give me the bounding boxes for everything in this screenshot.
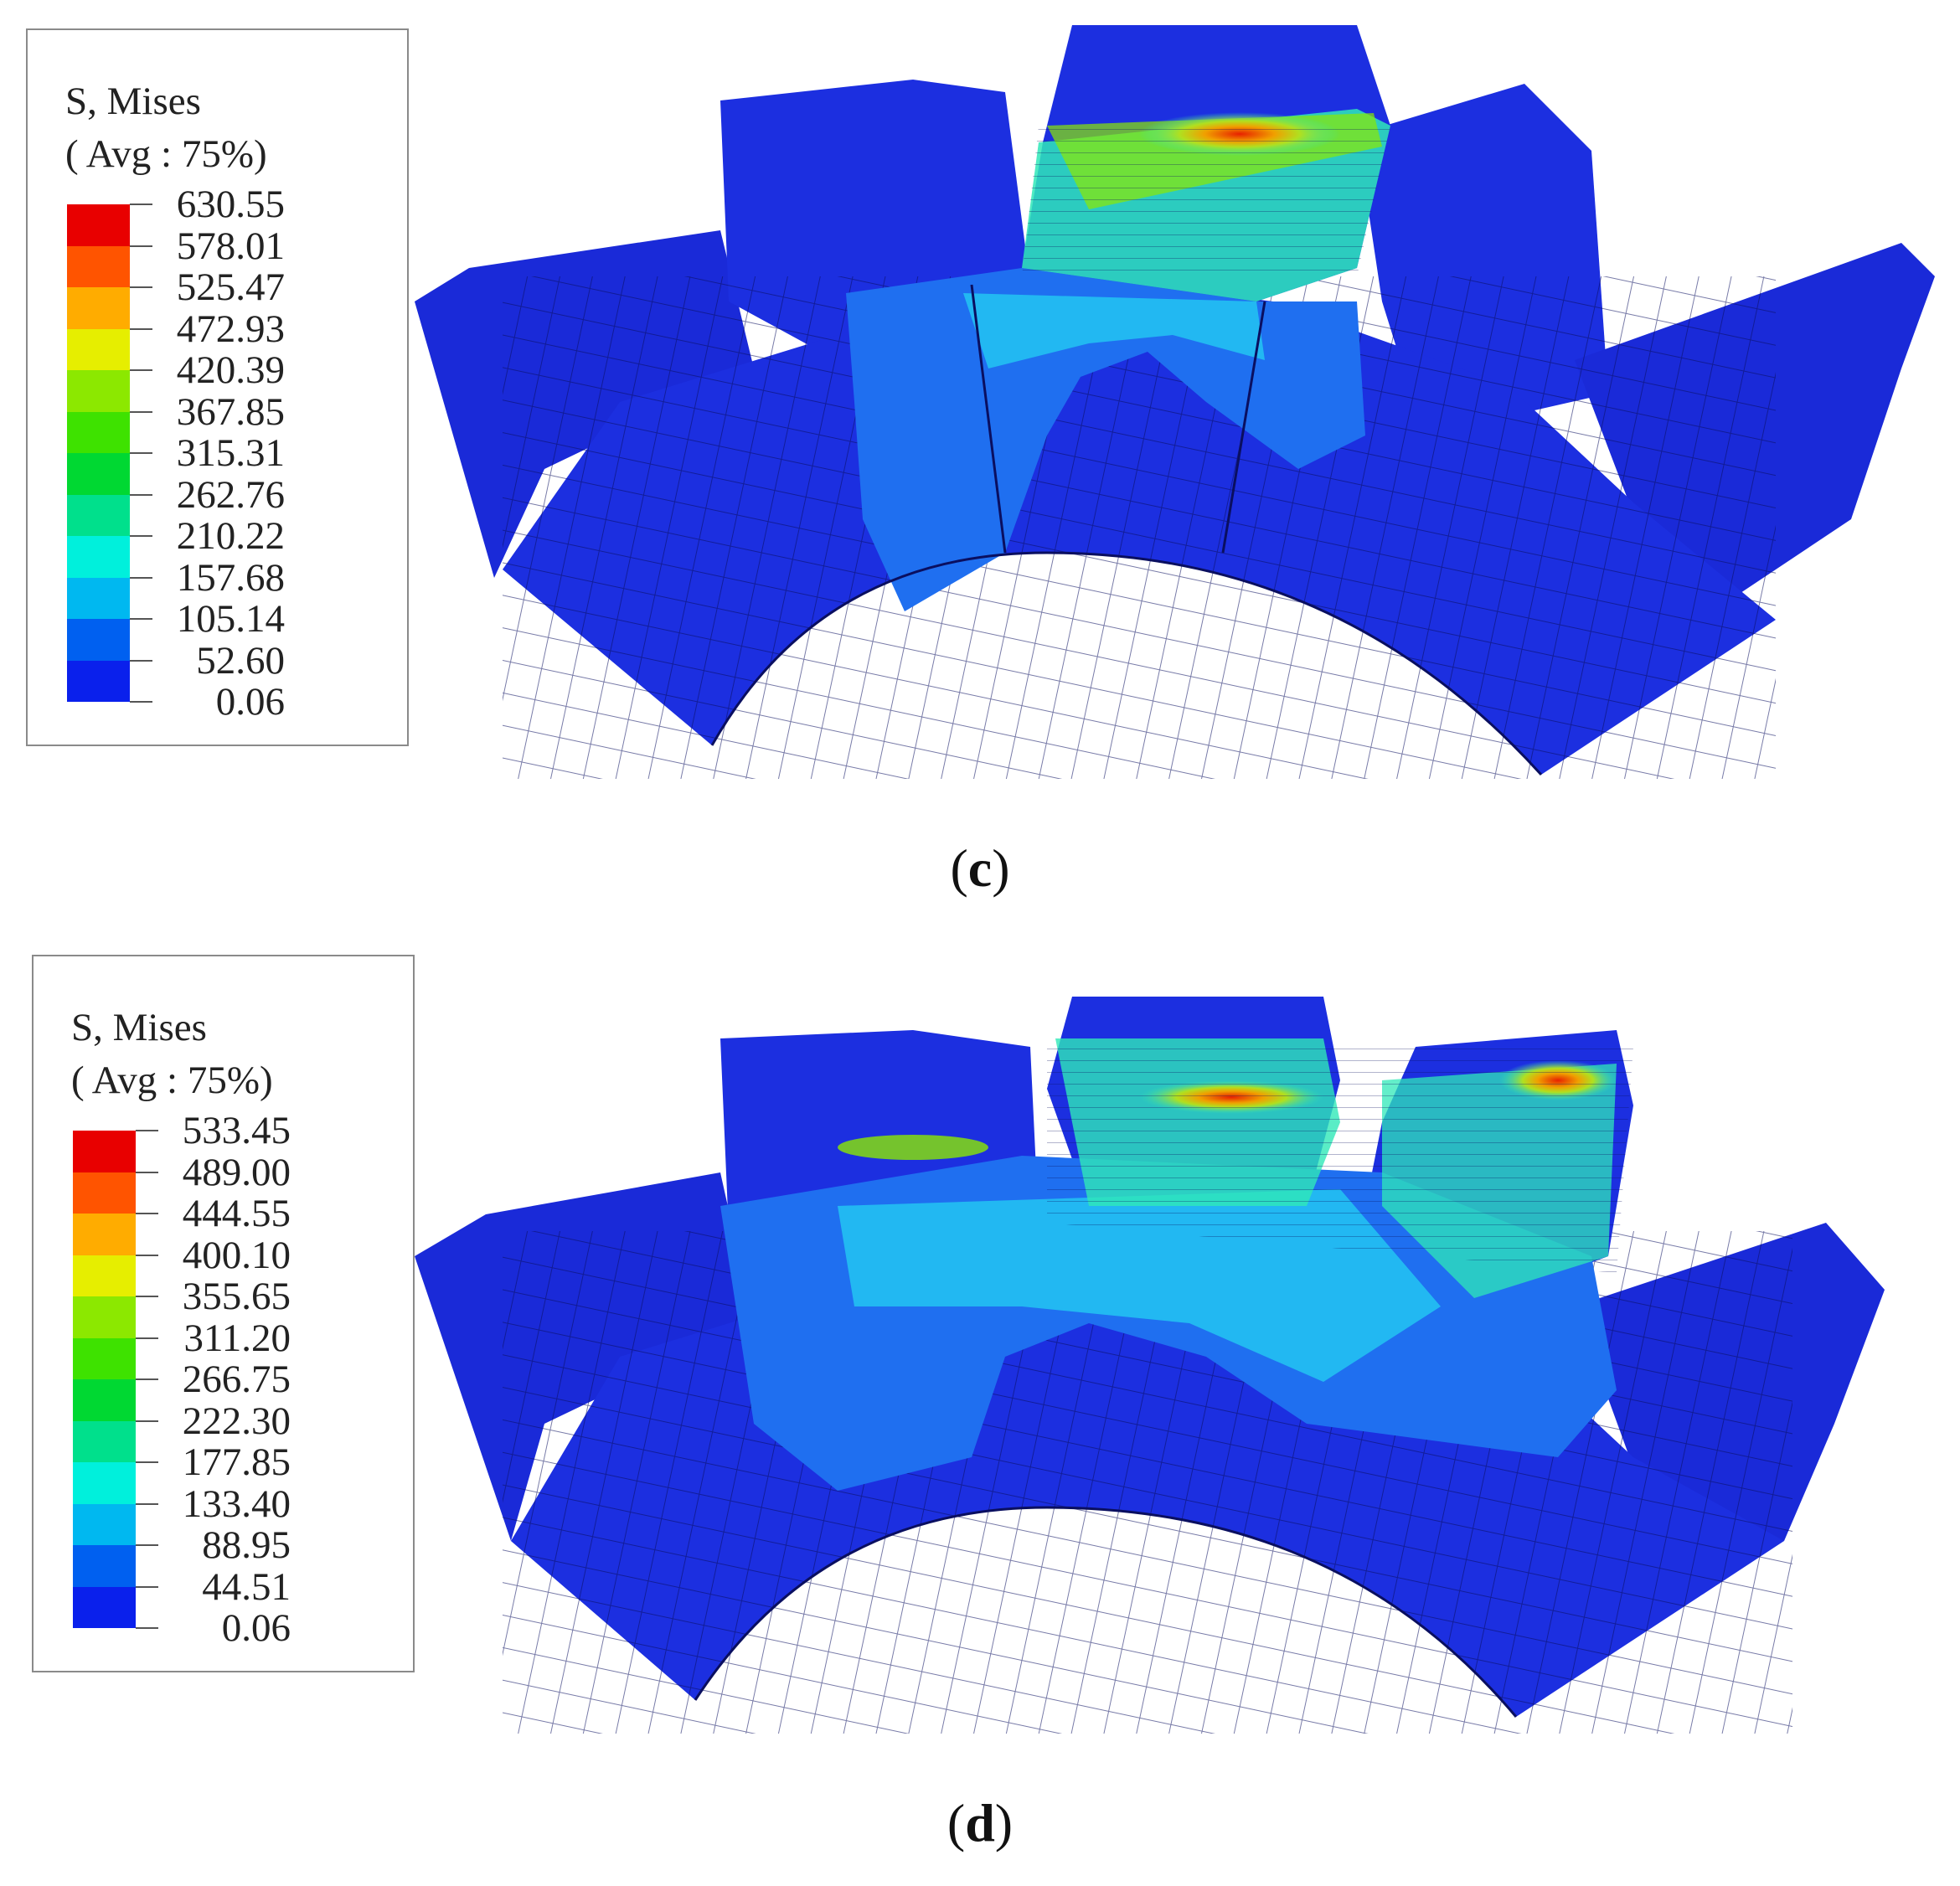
colorbar-swatch: [67, 411, 130, 453]
colorbar-tick-label: 525.47: [176, 265, 285, 309]
colorbar-tick: [130, 618, 152, 620]
colorbar-tick-label: 472.93: [176, 307, 285, 351]
colorbar-tick: [136, 1420, 158, 1422]
colorbar-swatch: [73, 1503, 136, 1545]
colorbar-tick: [130, 452, 152, 454]
colorbar-swatch: [67, 328, 130, 370]
colorbar-tick-label: 420.39: [176, 348, 285, 392]
colorbar-tick: [130, 410, 152, 413]
panel-caption: (d): [946, 1793, 1014, 1853]
colorbar-swatch: [73, 1255, 136, 1296]
colorbar-swatch: [73, 1131, 136, 1172]
colorbar: 630.55 578.01 525.47 472.93 420.39 367.85 315.…: [67, 185, 285, 722]
colorbar-tick: [130, 701, 152, 703]
colorbar-swatch: [67, 370, 130, 412]
colorbar-tick: [130, 493, 152, 496]
colorbar-tick: [136, 1378, 158, 1380]
colorbar-tick: [130, 204, 152, 205]
colorbar-swatch: [67, 245, 130, 287]
colorbar-swatch: [67, 494, 130, 536]
colorbar-tick-label: 44.51: [202, 1564, 291, 1609]
colorbar-tick: [136, 1171, 158, 1173]
colorbar-tick-label: 0.06: [215, 680, 285, 724]
legend-subtitle: ( Avg : 75%): [71, 1059, 273, 1102]
colorbar-tick-label: 157.68: [176, 555, 285, 600]
colorbar-tick-label: 105.14: [176, 597, 285, 641]
stress-region-mid: [963, 293, 1265, 368]
colorbar-tick-label: 311.20: [183, 1316, 291, 1360]
colorbar-swatch: [73, 1214, 136, 1255]
colorbar-tick-label: 52.60: [196, 638, 285, 683]
colorbar: 533.45 489.00 444.55 400.10 355.65 311.20 266.…: [73, 1111, 291, 1648]
colorbar-swatch: [73, 1545, 136, 1587]
colorbar-swatch: [67, 577, 130, 619]
colorbar-tick: [136, 1213, 158, 1214]
colorbar-swatch: [73, 1586, 136, 1628]
colorbar-swatch: [67, 453, 130, 495]
legend-c: S, Mises ( Avg : 75%) 630.55 578.01 525.47…: [26, 28, 409, 746]
colorbar-tick: [136, 1337, 158, 1339]
colorbar-swatch: [67, 536, 130, 578]
colorbar-tick-label: 262.76: [176, 472, 285, 517]
colorbar-tick-label: 367.85: [176, 389, 285, 434]
colorbar-swatch: [73, 1172, 136, 1214]
colorbar-swatch: [73, 1337, 136, 1379]
colorbar-tick: [130, 369, 152, 371]
colorbar-tick: [136, 1296, 158, 1297]
colorbar-tick: [130, 327, 152, 330]
panel-d: S, Mises ( Avg : 75%) 533.45 489.00 444.55…: [0, 955, 1960, 1876]
colorbar-tick-label: 630.55: [176, 183, 285, 226]
colorbar-tick-label: 355.65: [182, 1275, 291, 1318]
colorbar-tick: [136, 1627, 158, 1629]
stress-spot-d-left: [838, 1135, 988, 1160]
legend-title: S, Mises: [71, 1006, 207, 1049]
colorbar-tick-label: 88.95: [202, 1523, 291, 1567]
panel-caption: (c): [950, 838, 1010, 898]
colorbar-tick: [130, 286, 152, 288]
colorbar-tick: [130, 659, 152, 662]
stress-region-light: [846, 268, 1365, 611]
colorbar-tick-label: 0.06: [221, 1606, 291, 1650]
legend-d: S, Mises ( Avg : 75%) 533.45 489.00 444.55…: [32, 955, 415, 1672]
colorbar-tick: [136, 1130, 158, 1131]
colorbar-tick: [130, 535, 152, 537]
colorbar-tick: [136, 1585, 158, 1588]
colorbar-swatch: [67, 204, 130, 246]
gear-stress-plot-c: [415, 25, 1935, 804]
colorbar-tick-label: 222.30: [182, 1399, 291, 1443]
colorbar-tick: [130, 245, 152, 247]
colorbar-tick-label: 210.22: [176, 514, 285, 558]
colorbar-tick: [136, 1461, 158, 1463]
colorbar-swatch: [67, 287, 130, 329]
colorbar-tick-label: 266.75: [182, 1358, 291, 1401]
colorbar-tick-label: 315.31: [176, 431, 285, 475]
colorbar-swatch: [67, 619, 130, 661]
colorbar-swatch: [67, 660, 130, 702]
colorbar-tick-label: 177.85: [182, 1440, 291, 1484]
colorbar-tick-label: 533.45: [182, 1109, 291, 1152]
colorbar-tick: [136, 1544, 158, 1546]
colorbar-tick: [130, 576, 152, 579]
colorbar-tick: [136, 1254, 158, 1256]
legend-subtitle: ( Avg : 75%): [65, 132, 267, 176]
colorbar-tick-label: 489.00: [182, 1150, 291, 1194]
colorbar-tick-label: 400.10: [182, 1233, 291, 1277]
colorbar-swatch: [73, 1379, 136, 1421]
colorbar-swatch: [73, 1462, 136, 1504]
colorbar-swatch: [73, 1420, 136, 1462]
colorbar-swatch: [73, 1296, 136, 1338]
colorbar-tick: [136, 1502, 158, 1505]
legend-title: S, Mises: [65, 80, 201, 123]
panel-c: S, Mises ( Avg : 75%) 630.55 578.01 525.47…: [0, 0, 1960, 921]
colorbar-tick-label: 133.40: [182, 1481, 291, 1526]
colorbar-tick-label: 444.55: [182, 1192, 291, 1235]
colorbar-tick-label: 578.01: [176, 224, 285, 268]
gear-stress-plot-d: [415, 997, 1885, 1734]
